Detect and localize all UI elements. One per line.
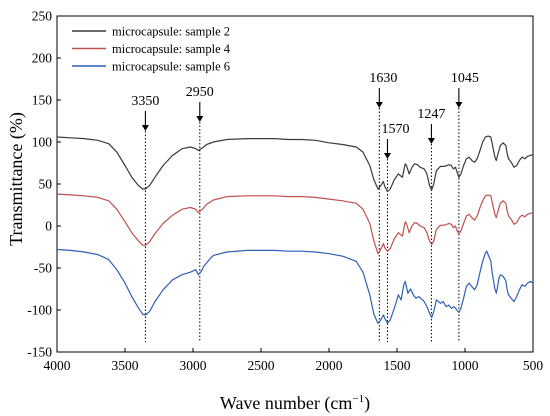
x-tick-label: 3000 [180, 358, 207, 373]
x-axis-label: Wave number (cm−1) [220, 393, 370, 414]
x-axis-label-main: Wave number (cm [220, 393, 353, 414]
peak-annotations: 3350 2950 1630 1570 1247 1045 [131, 71, 479, 342]
series-line-1 [56, 135, 534, 193]
annotation-arrow-head [427, 138, 435, 144]
y-tick-label: 0 [45, 219, 52, 234]
y-tick-label: -150 [27, 345, 52, 360]
x-tick-label: 500 [523, 358, 544, 373]
series-line-3 [56, 248, 534, 324]
x-tick-label: 2500 [248, 358, 275, 373]
x-axis-label-sup: −1 [352, 393, 364, 405]
annotation-arrow-head [196, 116, 204, 122]
y-tick-label: 250 [32, 9, 53, 24]
legend-entry-3: microcapsule: sample 6 [112, 60, 230, 74]
annotation-arrow-head [383, 153, 391, 159]
annotation-arrow-head [455, 102, 463, 108]
y-axis-label: Transmittance (%) [6, 112, 27, 246]
legend-entry-2: microcapsule: sample 4 [112, 42, 231, 56]
annotation-label: 2950 [186, 85, 214, 100]
legend-entry-1: microcapsule: sample 2 [112, 25, 230, 39]
x-tick-label: 1000 [452, 358, 479, 373]
annotation-label: 1045 [451, 71, 479, 86]
x-axis-label-tail: ) [364, 393, 370, 414]
y-tick-label: -100 [27, 303, 52, 318]
y-axis-ticks: -150 -100 -50 0 50 100 150 200 250 [27, 9, 61, 360]
annotation-arrow-head [141, 125, 149, 131]
series-line-2 [56, 193, 534, 255]
series-lines [56, 135, 534, 324]
x-tick-label: 2000 [316, 358, 343, 373]
x-axis-ticks: 4000 3500 3000 2500 2000 1500 1000 500 [44, 348, 544, 373]
annotation-label: 1247 [417, 107, 445, 122]
y-tick-label: 50 [39, 177, 53, 192]
y-tick-label: -50 [34, 261, 52, 276]
annotation-label: 3350 [131, 94, 159, 109]
x-tick-label: 3500 [112, 358, 139, 373]
annotation-label: 1630 [369, 71, 397, 86]
annotation-label: 1570 [381, 122, 409, 137]
y-tick-label: 150 [32, 93, 53, 108]
y-tick-label: 100 [32, 135, 53, 150]
annotation-arrow-head [375, 102, 383, 108]
legend: microcapsule: sample 2 microcapsule: samp… [72, 25, 231, 74]
x-tick-label: 1500 [384, 358, 411, 373]
y-tick-label: 200 [32, 51, 53, 66]
x-tick-label: 4000 [44, 358, 71, 373]
